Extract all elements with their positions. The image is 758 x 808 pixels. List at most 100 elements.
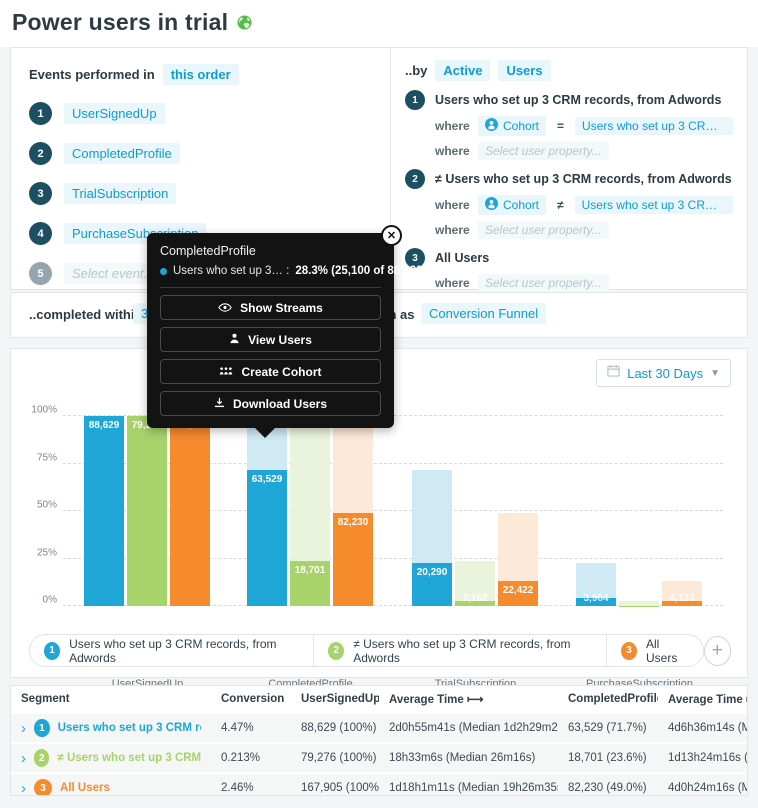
order-chip[interactable]: this order [162,64,239,85]
events-performed-label: Events performed in [29,67,155,82]
expand-chevron-icon[interactable]: › [21,749,26,767]
event-step: 2 CompletedProfile [29,142,372,165]
view-users-button[interactable]: View Users [160,327,381,352]
events-panel: Events performed in this order 1 UserSign… [11,48,391,289]
cohort-chip[interactable]: Cohort [478,116,547,136]
legend-row: 1 Users who set up 3 CRM records, from Ad… [29,634,731,667]
tooltip-value: 28.3% (25,100 of 88,629) [295,265,427,277]
active-chip[interactable]: Active [435,60,491,81]
where-row: where Cohort ≠ Users who set up 3 CRM recor… [435,195,733,215]
legend-label: Users who set up 3 CRM records, from Adw… [69,636,277,665]
add-segment-button[interactable]: + [703,635,731,666]
completed-within-label: ..completed within [29,307,143,322]
table-row[interactable]: › 1 Users who set up 3 CRM rec... 4.47% 88,6… [11,713,747,743]
user-property-placeholder[interactable]: Select user property... [478,274,609,292]
legend-label: ≠ Users who set up 3 CRM records, from A… [353,636,571,665]
cohort-value-chip[interactable]: Users who set up 3 CRM records, fro... [575,117,733,135]
where-label: where [435,223,470,237]
segments-panel: ..by Active Users 1 Users who set up 3 CR… [391,48,747,292]
funnel-bar[interactable]: 4,133 [662,416,702,606]
funnel-bar[interactable]: 2,162 [455,416,495,606]
bar-value-label: 20,290 [416,566,448,578]
expand-chevron-icon[interactable]: › [21,779,26,796]
cohort-value-chip[interactable]: Users who set up 3 CRM records, fro... [574,196,733,214]
avg-time-cell: 4d0h24m16s (Media [668,782,747,794]
y-axis-tick: 75% [36,452,57,463]
column-header: UserSignedUp [291,686,379,714]
bar-remainder [619,600,659,606]
table-row[interactable]: › 3 All Users 2.46% 167,905 (100%) 1d18h1m11s… [11,773,747,796]
event-chip[interactable]: TrialSubscription [64,183,177,204]
calendar-icon [607,364,620,382]
legend-item[interactable]: 3 All Users [606,635,702,666]
operator[interactable]: = [557,119,565,133]
legend-item[interactable]: 2 ≠ Users who set up 3 CRM records, from … [313,635,606,666]
download-users-button[interactable]: Download Users [160,391,381,416]
conversion-cell: 4.47% [221,722,254,734]
tooltip-title: CompletedProfile [160,244,256,258]
cohort-chip[interactable]: Cohort [478,195,547,215]
step-number-badge: 1 [29,102,52,125]
event-chip[interactable]: UserSignedUp [64,103,165,124]
button-label: View Users [248,332,312,347]
user-property-placeholder[interactable]: Select user property... [478,142,609,160]
bar-value-label: 88,629 [88,420,120,431]
segment-group: 2 ≠ Users who set up 3 CRM records, from … [405,169,733,239]
bar-value-label: 82,230 [337,516,369,528]
expand-chevron-icon[interactable]: › [21,719,26,737]
usersignedup-cell: 167,905 (100%) [301,782,379,794]
event-step: 5 Select event... [29,262,372,285]
users-chip[interactable]: Users [498,60,551,81]
table-row[interactable]: › 2 ≠ Users who set up 3 CRM re... 0.213% 79… [11,743,747,773]
operator[interactable]: ≠ [557,198,564,212]
completedprofile-cell: 82,230 (49.0%) [568,782,647,794]
event-chip[interactable]: CompletedProfile [64,143,180,164]
legend-number-badge: 2 [328,641,345,660]
funnel-bar[interactable]: 167,905 [170,416,210,606]
series-dot-icon [160,267,167,275]
bar-value-label: 22,422 [502,584,534,596]
usersignedup-cell: 79,276 (100%) [301,752,377,764]
y-axis-tick: 50% [36,499,57,511]
user-property-placeholder[interactable]: Select user property... [478,221,609,239]
shown-as-chip[interactable]: Conversion Funnel [421,303,547,324]
bar-group: 63,529 18,701 82,230 [247,416,374,606]
create-cohort-button[interactable]: Create Cohort [160,359,381,384]
funnel-bar[interactable]: 82,230 [333,416,373,606]
funnel-bar[interactable]: 3,964 [576,416,616,606]
bar-fill [662,601,702,606]
event-select-placeholder[interactable]: Select event... [64,263,163,284]
segment-number-badge: 1 [34,719,50,737]
show-streams-button[interactable]: Show Streams [160,295,381,320]
funnel-bar[interactable]: 20,290 [412,416,452,606]
close-icon[interactable]: ✕ [381,225,402,246]
funnel-bar[interactable]: 169 [619,416,659,606]
page-title: Power users in trial [12,9,252,36]
completedprofile-cell: 63,529 (71.7%) [568,722,647,734]
funnel-bar[interactable]: 18,701 [290,416,330,606]
step-number-badge: 5 [29,262,52,285]
cohort-icon [485,197,498,213]
funnel-bar[interactable]: 22,422 [498,416,538,606]
conversion-cell: 0.213% [221,752,261,764]
avg-time-cell: 1d18h1m11s (Median 19h26m35s) [389,782,558,794]
bar-value-label: 3,964 [583,593,609,604]
event-step: 1 UserSignedUp [29,102,372,125]
where-label: where [435,144,470,158]
y-axis-tick: 100% [31,404,57,416]
bar-fill [576,597,616,606]
legend-item[interactable]: 1 Users who set up 3 CRM records, from Ad… [30,635,313,666]
funnel-bar[interactable]: 88,629 [84,416,124,606]
segment-number-badge: 2 [405,169,425,189]
funnel-bar[interactable]: 63,529 [247,416,287,606]
tooltip-info: Users who set up 3… : 28.3% (25,100 of 8… [160,265,426,277]
date-range-button[interactable]: Last 30 Days ▼ [596,359,731,387]
bar-value-label: 18,701 [294,565,326,577]
bar-fill [247,469,287,606]
bar-fill [455,600,495,606]
gridline [63,557,723,559]
funnel-bar[interactable]: 79,276 [127,416,167,606]
legend-label: All Users [646,636,678,665]
where-label: where [435,119,470,133]
avg-time-cell: 4d6h36m14s (Media [668,722,747,734]
